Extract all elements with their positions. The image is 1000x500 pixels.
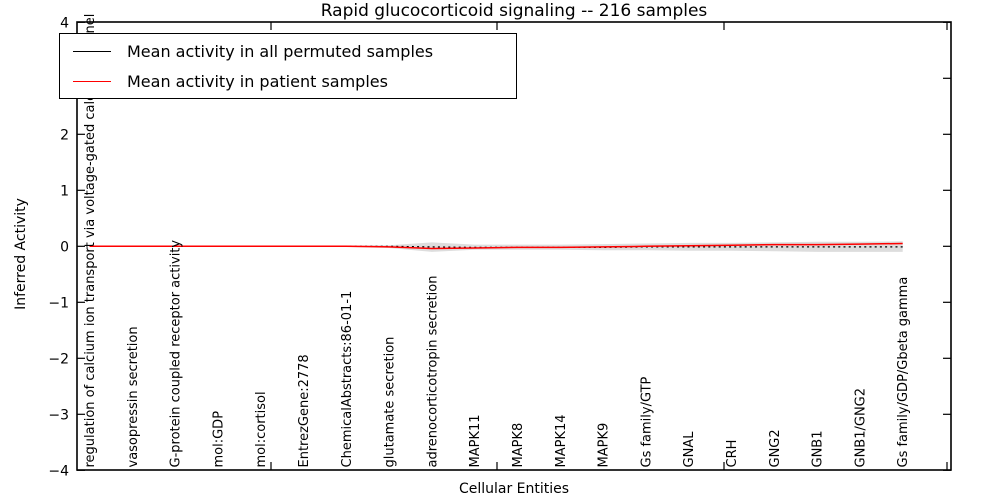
x-tick-label: mol:cortisol [254, 391, 269, 467]
x-tick-label: MAPK14 [554, 414, 569, 467]
confidence-band [89, 241, 903, 252]
x-tick-label: Gs family/GDP/Gbeta gamma [896, 277, 911, 468]
y-tick-label: −3 [48, 407, 69, 423]
legend-entry-patient: Mean activity in patient samples [60, 66, 516, 96]
x-tick-label: Gs family/GTP [639, 376, 654, 467]
y-tick-label: −4 [48, 463, 69, 479]
x-tick-label: GNG2 [768, 429, 783, 467]
patient-line-swatch [73, 80, 111, 82]
y-tick-label: 2 [60, 127, 69, 143]
legend-label-permuted: Mean activity in all permuted samples [127, 41, 434, 61]
x-tick-label: adrenocorticotropin secretion [425, 276, 440, 468]
x-tick-label: EntrezGene:2778 [297, 354, 312, 467]
y-tick-label: −2 [48, 351, 69, 367]
x-tick-label: MAPK11 [468, 414, 483, 467]
x-tick-label: regulation of calcium ion transport via … [83, 14, 98, 468]
x-tick-label: GNB1/GNG2 [853, 388, 868, 468]
x-tick-label: GNB1 [811, 431, 826, 468]
plot-spines [76, 21, 952, 471]
x-tick-label: MAPK9 [597, 423, 612, 468]
x-tick-label: mol:GDP [211, 411, 226, 468]
y-axis-label: Inferred Activity [13, 198, 29, 310]
patient-mean-line [89, 242, 903, 250]
x-tick-label: vasopressin secretion [126, 326, 141, 467]
x-tick-label: G-protein coupled receptor activity [169, 240, 184, 468]
y-tick-label: −1 [48, 295, 69, 311]
y-tick-label: 4 [60, 15, 69, 31]
legend-entry-permuted: Mean activity in all permuted samples [60, 36, 516, 66]
y-tick-label: 1 [60, 183, 69, 199]
x-tick-label: GNAL [682, 431, 697, 468]
x-tick-label: ChemicalAbstracts:86-01-1 [340, 291, 355, 468]
x-tick-label: glutamate secretion [383, 337, 398, 468]
permuted-line-swatch [73, 50, 111, 52]
chart-title: Rapid glucocorticoid signaling -- 216 sa… [320, 1, 708, 21]
legend-label-patient: Mean activity in patient samples [127, 71, 388, 91]
x-tick-label: MAPK8 [511, 423, 526, 468]
x-axis-label: Cellular Entities [458, 481, 570, 497]
y-tick-label: 0 [60, 239, 69, 255]
x-tick-label: CRH [725, 440, 740, 468]
legend: Mean activity in all permuted samples Me… [59, 33, 517, 99]
